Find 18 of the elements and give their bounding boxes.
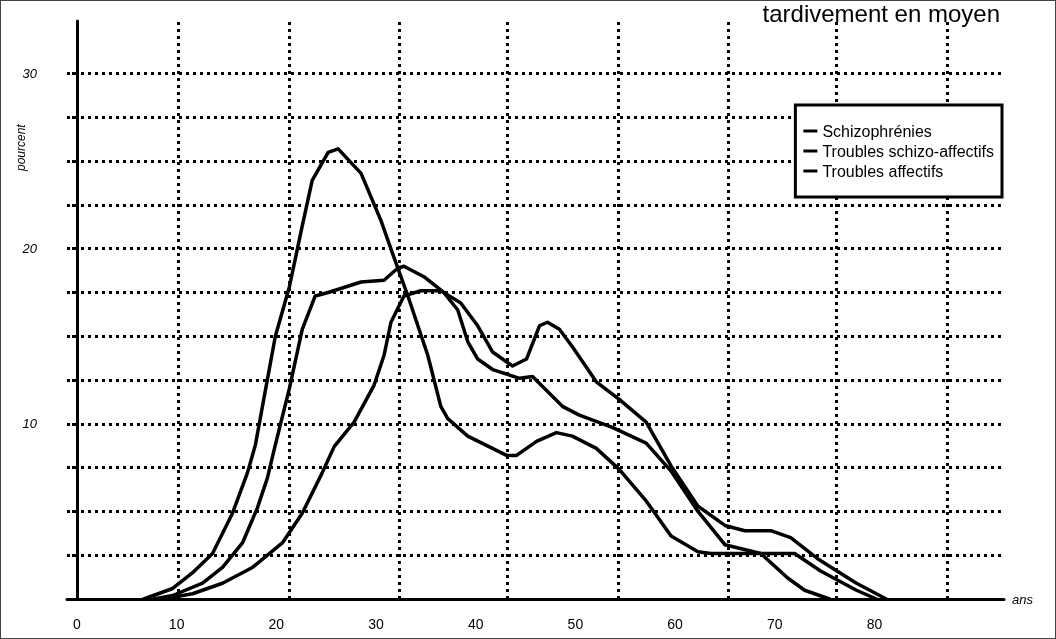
- y-tick-label: 30: [22, 66, 38, 82]
- x-tick-label: 30: [368, 616, 385, 632]
- y-tick-label: 10: [22, 416, 38, 432]
- legend-label: Troubles affectifs: [822, 162, 944, 180]
- annotation: tardivement en moyen: [762, 0, 1001, 27]
- legend-label: Troubles schizo-affectifs: [822, 142, 994, 160]
- x-tick-label: 50: [567, 616, 584, 632]
- legend-label: Schizophrénies: [822, 122, 932, 140]
- x-axis-title: ans: [1012, 591, 1034, 607]
- x-tick-label: 80: [866, 616, 883, 632]
- x-tick-label: 60: [667, 616, 684, 632]
- y-tick-label: 20: [21, 241, 38, 257]
- x-tick-label: 20: [268, 616, 285, 632]
- x-tick-label: 70: [766, 616, 783, 632]
- x-tick-label: 10: [168, 616, 185, 632]
- y-axis-title: pourcent: [14, 123, 28, 172]
- x-tick-label: 0: [73, 616, 82, 632]
- x-tick-label: 40: [467, 616, 484, 632]
